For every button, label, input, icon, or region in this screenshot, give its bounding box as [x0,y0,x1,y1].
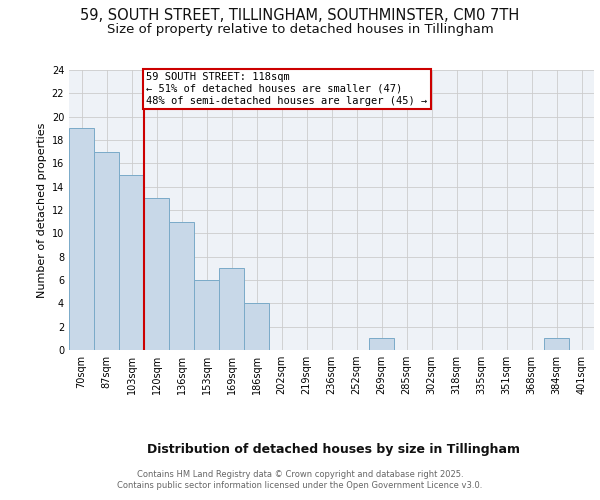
Text: 59, SOUTH STREET, TILLINGHAM, SOUTHMINSTER, CM0 7TH: 59, SOUTH STREET, TILLINGHAM, SOUTHMINST… [80,8,520,22]
Bar [69,128,94,350]
Bar [169,222,194,350]
Bar [219,268,244,350]
Bar [94,152,119,350]
Bar [119,175,144,350]
Text: Distribution of detached houses by size in Tillingham: Distribution of detached houses by size … [146,442,520,456]
Bar [144,198,169,350]
Text: Contains public sector information licensed under the Open Government Licence v3: Contains public sector information licen… [118,481,482,490]
Text: Size of property relative to detached houses in Tillingham: Size of property relative to detached ho… [107,22,493,36]
Text: Contains HM Land Registry data © Crown copyright and database right 2025.: Contains HM Land Registry data © Crown c… [137,470,463,479]
Bar [194,280,219,350]
Text: 59 SOUTH STREET: 118sqm
← 51% of detached houses are smaller (47)
48% of semi-de: 59 SOUTH STREET: 118sqm ← 51% of detache… [146,72,428,106]
Bar [369,338,394,350]
Y-axis label: Number of detached properties: Number of detached properties [37,122,47,298]
Bar [244,304,269,350]
Bar [544,338,569,350]
